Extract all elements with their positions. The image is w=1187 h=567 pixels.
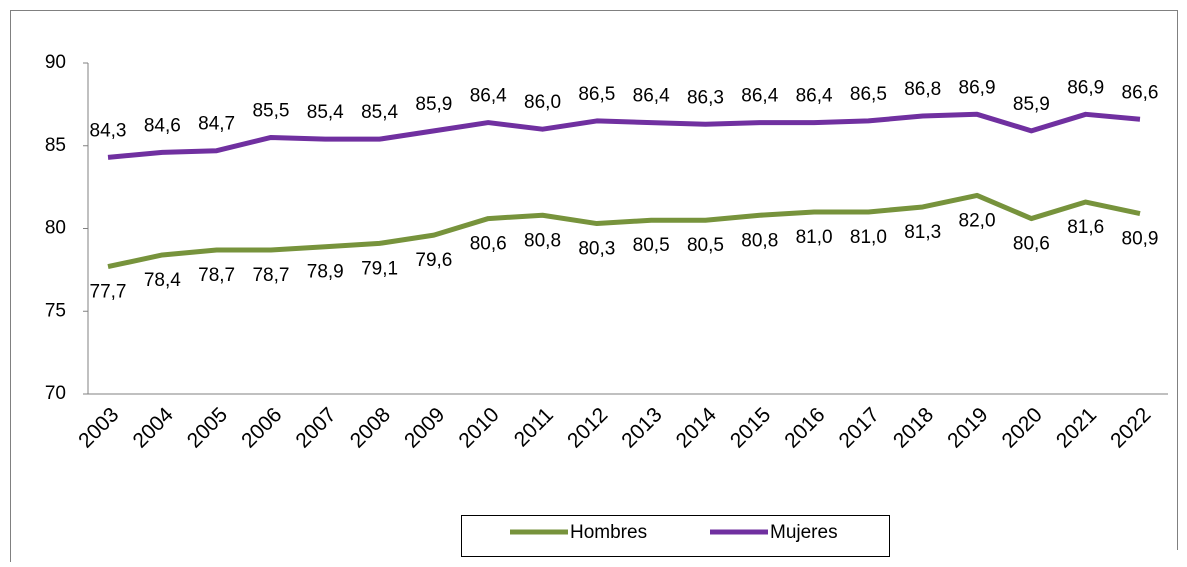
data-label: 80,6 (470, 234, 507, 255)
x-tick-label: 2009 (400, 403, 449, 452)
data-label: 80,6 (1013, 234, 1050, 255)
x-tick-label: 2007 (291, 403, 340, 452)
data-label: 84,7 (198, 114, 235, 135)
data-label: 79,6 (415, 250, 452, 271)
data-label: 85,5 (252, 100, 289, 121)
data-label: 86,3 (687, 87, 724, 108)
data-label: 86,5 (578, 84, 615, 105)
x-tick-label: 2011 (510, 403, 558, 451)
data-label: 78,9 (307, 262, 344, 283)
data-label: 86,4 (633, 86, 670, 107)
chart-frame (10, 10, 1178, 562)
x-tick-label: 2012 (563, 403, 612, 452)
data-label: 84,6 (144, 115, 181, 136)
data-label: 86,6 (1122, 82, 1159, 103)
data-label: 81,0 (850, 227, 887, 248)
x-tick-label: 2005 (183, 403, 232, 452)
data-label: 79,1 (361, 258, 398, 279)
data-label: 80,9 (1122, 229, 1159, 250)
x-tick-label: 2015 (726, 403, 775, 452)
y-tick-label: 70 (45, 383, 66, 404)
legend-label: Hombres (570, 522, 647, 543)
x-tick-label: 2022 (1106, 403, 1155, 452)
x-tick-label: 2006 (237, 403, 286, 452)
line-series (107, 192, 1141, 270)
y-tick-label: 80 (45, 218, 66, 239)
data-label: 80,8 (524, 230, 561, 251)
data-label: 80,8 (741, 230, 778, 251)
data-label: 86,9 (1067, 77, 1104, 98)
x-tick-label: 2013 (617, 403, 666, 452)
data-label: 84,3 (90, 120, 127, 141)
x-tick-label: 2016 (780, 403, 829, 452)
data-label: 81,6 (1067, 217, 1104, 238)
legend (461, 515, 890, 557)
data-label: 86,9 (959, 77, 996, 98)
data-label: 78,7 (252, 265, 289, 286)
y-tick-label: 75 (45, 300, 66, 321)
data-label: 86,0 (524, 92, 561, 113)
data-label: 86,5 (850, 84, 887, 105)
data-label: 85,9 (415, 94, 452, 115)
data-label: 77,7 (90, 282, 127, 303)
x-tick-label: 2021 (1052, 403, 1101, 452)
data-label: 80,5 (687, 235, 724, 256)
data-label: 82,0 (959, 210, 996, 231)
y-tick-label: 85 (45, 135, 66, 156)
data-label: 80,3 (578, 239, 615, 260)
data-label: 85,9 (1013, 94, 1050, 115)
x-tick-label: 2019 (943, 403, 992, 452)
data-label: 80,5 (633, 235, 670, 256)
legend-label: Mujeres (770, 522, 838, 543)
data-label: 86,8 (904, 79, 941, 100)
data-label: 86,4 (796, 86, 833, 107)
data-label: 81,0 (796, 227, 833, 248)
y-tick-label: 90 (45, 52, 66, 73)
data-label: 85,4 (307, 102, 344, 123)
data-label: 86,4 (741, 86, 778, 107)
x-tick-label: 2008 (346, 403, 395, 452)
data-label: 78,7 (198, 265, 235, 286)
x-tick-label: 2010 (454, 403, 503, 452)
x-tick-label: 2020 (998, 403, 1047, 452)
x-tick-label: 2018 (889, 403, 938, 452)
x-tick-label: 2014 (672, 403, 722, 453)
line-series (107, 111, 1141, 160)
x-tick-label: 2017 (835, 403, 884, 452)
x-tick-label: 2004 (128, 403, 178, 453)
data-label: 78,4 (144, 270, 181, 291)
data-label: 86,4 (470, 86, 507, 107)
data-label: 85,4 (361, 102, 398, 123)
data-label: 81,3 (904, 222, 941, 243)
x-tick-label: 2003 (74, 403, 123, 452)
